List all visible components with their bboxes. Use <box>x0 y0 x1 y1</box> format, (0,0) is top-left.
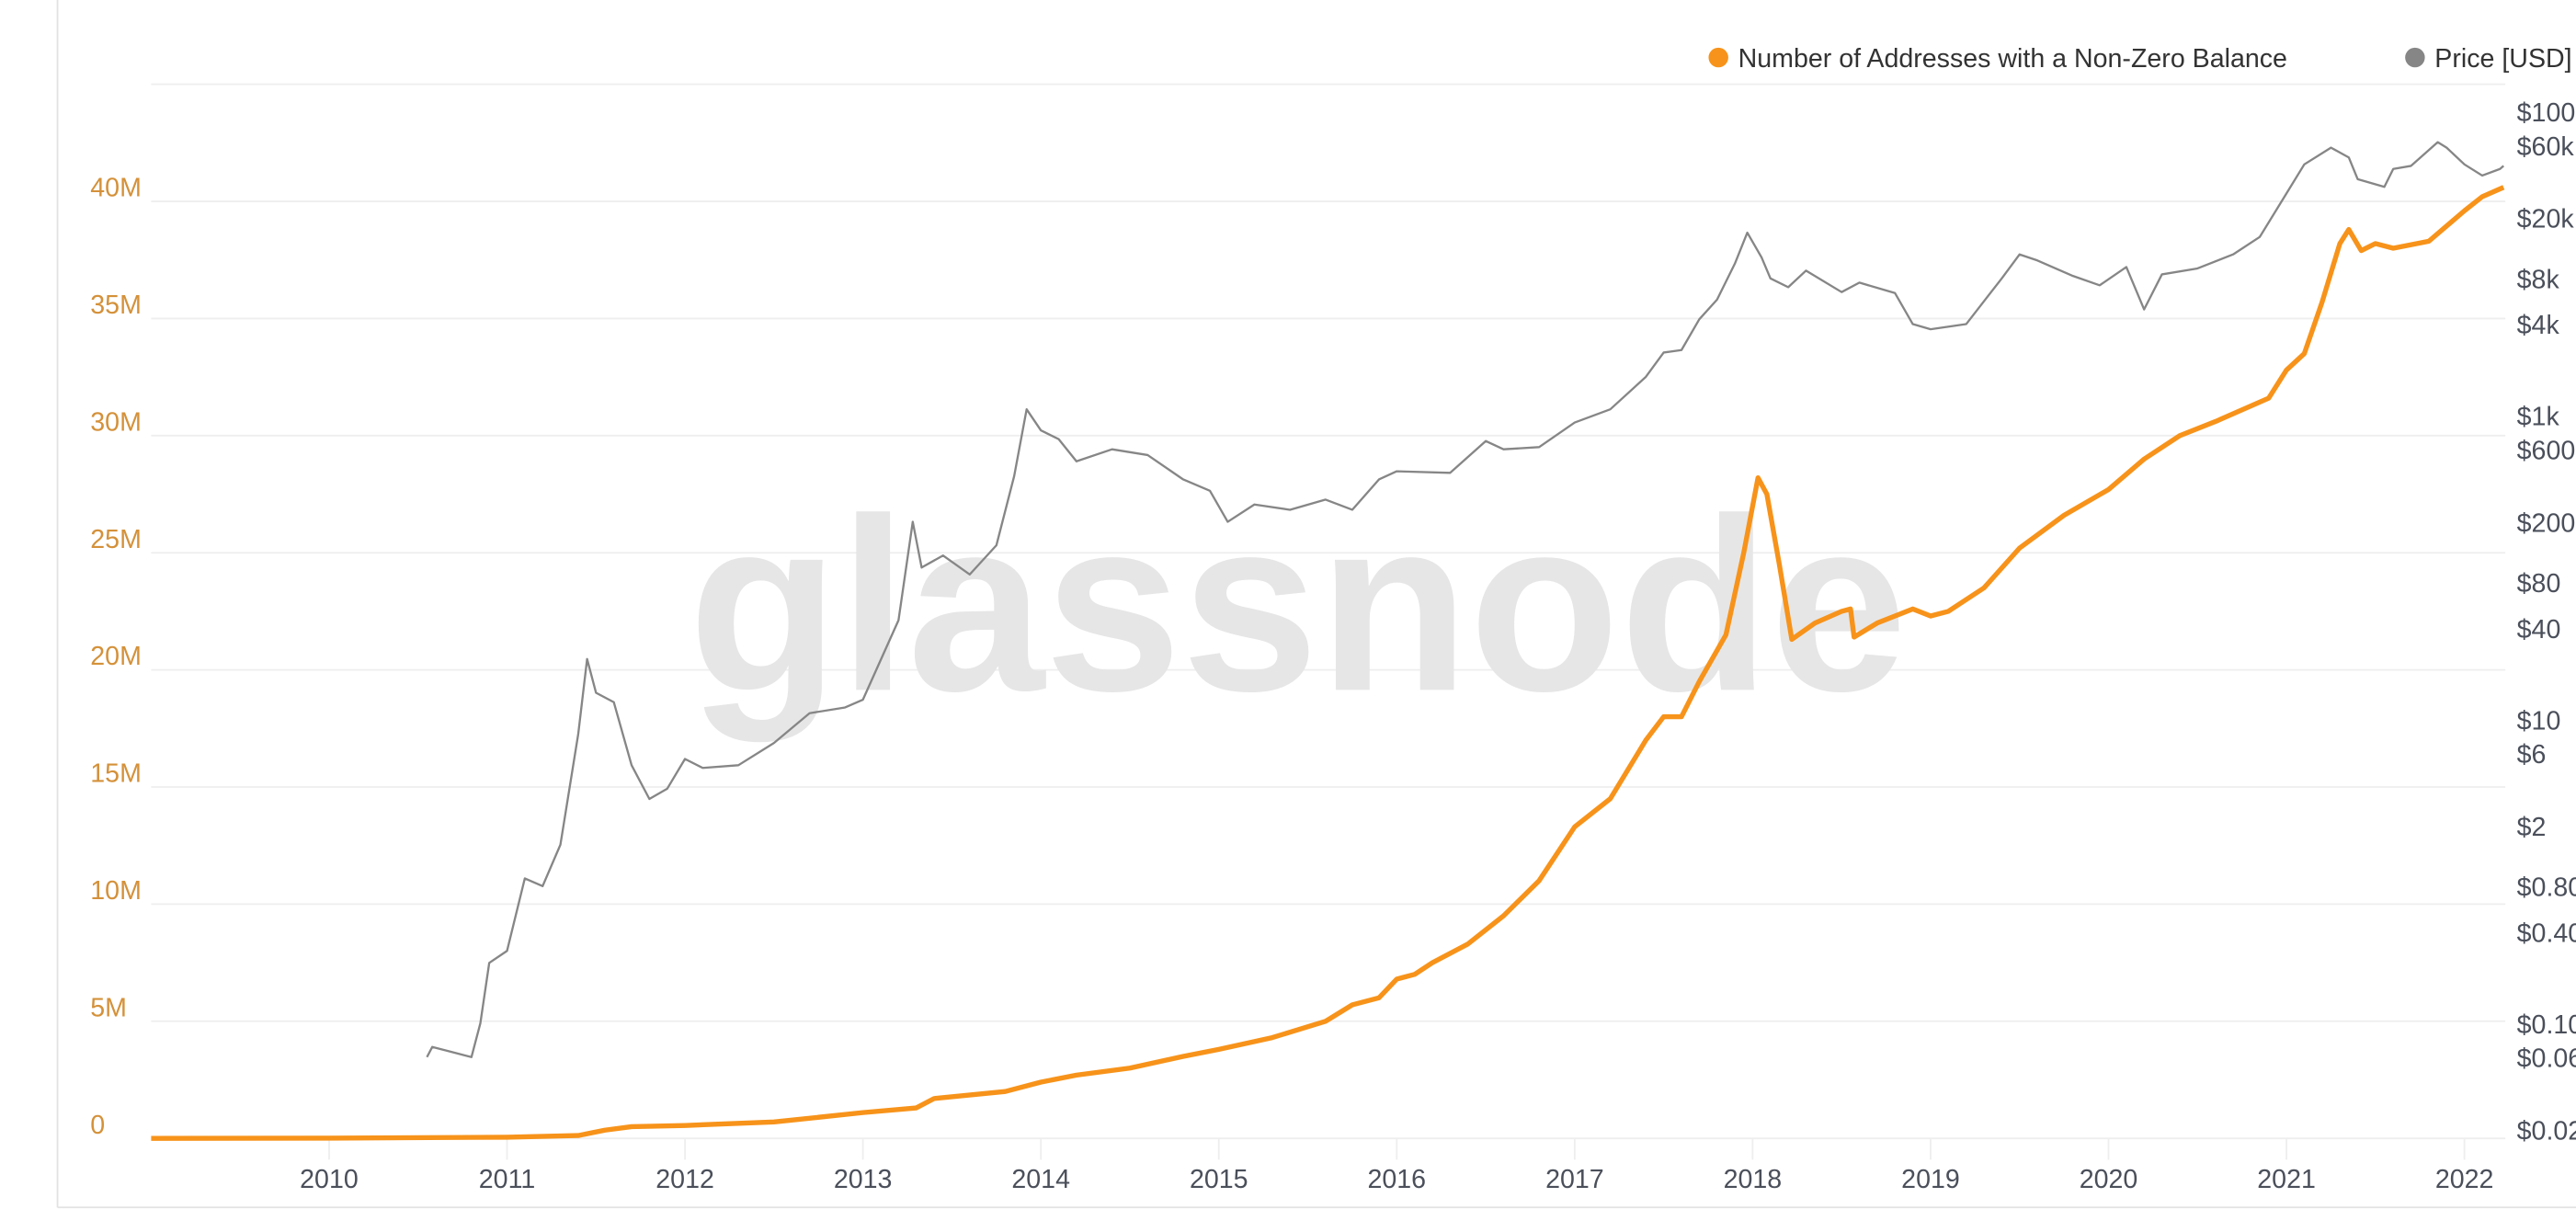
left-tick-label: 15M <box>90 759 142 789</box>
legend-label-price: Price [USD] <box>2434 44 2571 74</box>
addresses-line <box>151 185 2505 1141</box>
right-tick-label: $0.06 <box>2517 1044 2576 1073</box>
x-tick-label: 2013 <box>834 1165 893 1194</box>
left-tick-label: 35M <box>90 291 142 320</box>
right-tick-label: $80 <box>2517 569 2561 599</box>
right-tick-label: $20k <box>2517 205 2575 234</box>
left-tick-label: 30M <box>90 407 142 437</box>
right-tick-label: $600 <box>2517 436 2576 465</box>
right-tick-label: $60k <box>2517 132 2575 162</box>
right-tick-label: $0.80 <box>2517 873 2576 903</box>
left-axis: 0 5M 10M 15M 20M 25M 30M 35M 40M <box>90 174 142 1140</box>
legend-label-addresses: Number of Addresses with a Non-Zero Bala… <box>1738 44 2287 74</box>
x-tick-label: 2011 <box>479 1165 535 1194</box>
right-tick-label: $40 <box>2517 615 2561 644</box>
x-tick-label: 2016 <box>1368 1165 1427 1194</box>
right-tick-label: $8k <box>2517 266 2560 295</box>
legend-dot-addresses <box>1708 47 1728 68</box>
right-tick-label: $4k <box>2517 311 2560 340</box>
left-tick-label: 10M <box>90 876 142 906</box>
x-tick-label: 2019 <box>1901 1165 1960 1194</box>
x-tick-label: 2012 <box>655 1165 714 1194</box>
x-tick-label: 2022 <box>2435 1165 2494 1194</box>
left-tick-label: 20M <box>90 642 142 671</box>
right-tick-label: $0.02 <box>2517 1116 2576 1146</box>
right-tick-label: $6 <box>2517 740 2547 770</box>
right-tick-label: $2 <box>2517 813 2547 842</box>
x-tick-label: 2020 <box>2080 1165 2138 1194</box>
legend-item-addresses[interactable]: Number of Addresses with a Non-Zero Bala… <box>1708 44 2287 74</box>
legend-item-price[interactable]: Price [USD] <box>2405 44 2572 74</box>
left-tick-label: 5M <box>90 993 127 1022</box>
watermark-logo: glassnode <box>689 466 1908 744</box>
right-tick-label: $0.40 <box>2517 918 2576 948</box>
right-tick-label: $200 <box>2517 508 2576 538</box>
x-tick-label: 2015 <box>1190 1165 1248 1194</box>
x-tick-label: 2021 <box>2257 1165 2316 1194</box>
x-tick-label: 2010 <box>300 1165 359 1194</box>
right-tick-label: $100k <box>2517 98 2576 128</box>
left-tick-label: 0 <box>90 1111 105 1140</box>
left-tick-label: 25M <box>90 525 142 554</box>
x-axis: 2010 2011 2012 2013 2014 2015 2016 2017 2018 2019… <box>300 1138 2493 1194</box>
right-axis: $100k $60k $20k $8k $4k $1k $600 $200 $80 $40 $10 $… <box>2517 98 2576 1146</box>
right-tick-label: $0.10 <box>2517 1010 2576 1040</box>
price-line <box>426 141 2504 1058</box>
legend-dot-price <box>2405 47 2425 68</box>
left-tick-label: 40M <box>90 174 142 203</box>
right-tick-label: $1k <box>2517 403 2560 432</box>
x-tick-label: 2017 <box>1545 1165 1604 1194</box>
x-tick-label: 2014 <box>1011 1165 1070 1194</box>
series-layer <box>151 141 2505 1141</box>
legend: Number of Addresses with a Non-Zero Bala… <box>1708 44 2572 74</box>
right-tick-label: $10 <box>2517 706 2561 736</box>
x-tick-label: 2018 <box>1724 1165 1783 1194</box>
